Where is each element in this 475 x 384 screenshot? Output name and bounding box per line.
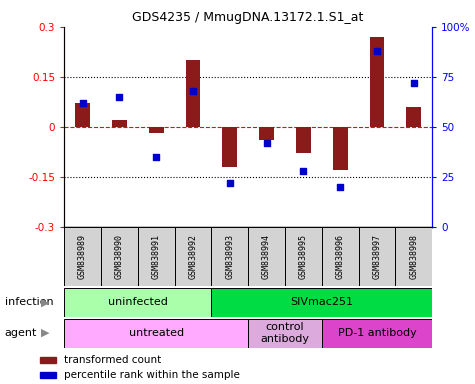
Text: agent: agent [5, 328, 37, 338]
Bar [175, 227, 211, 286]
Text: GSM838998: GSM838998 [409, 234, 418, 279]
Bar [370, 37, 384, 127]
Bar [222, 127, 237, 167]
Bar [296, 127, 311, 153]
Bar [259, 127, 274, 140]
Text: transformed count: transformed count [64, 355, 161, 365]
Point [152, 154, 160, 160]
Point [79, 100, 86, 106]
Text: infection: infection [5, 297, 53, 308]
Point [410, 80, 418, 86]
Bar [248, 319, 322, 348]
Bar [64, 227, 101, 286]
Point [189, 88, 197, 94]
Text: ▶: ▶ [41, 297, 49, 308]
Text: ▶: ▶ [41, 328, 49, 338]
Bar [211, 288, 432, 317]
Bar [248, 227, 285, 286]
Bar [40, 357, 56, 363]
Bar [359, 227, 395, 286]
Bar [112, 120, 127, 127]
Text: uninfected: uninfected [108, 297, 168, 308]
Bar [395, 227, 432, 286]
Bar [64, 319, 248, 348]
Text: GSM838993: GSM838993 [225, 234, 234, 279]
Point [336, 184, 344, 190]
Bar [40, 372, 56, 378]
Text: SIVmac251: SIVmac251 [290, 297, 353, 308]
Bar [322, 227, 359, 286]
Bar [333, 127, 348, 170]
Bar [75, 103, 90, 127]
Text: percentile rank within the sample: percentile rank within the sample [64, 370, 240, 380]
Bar [186, 60, 200, 127]
Point [373, 48, 381, 54]
Point [226, 180, 234, 186]
Text: GSM838996: GSM838996 [336, 234, 345, 279]
Point [300, 167, 307, 174]
Bar [211, 227, 248, 286]
Bar [64, 288, 211, 317]
Text: GSM838991: GSM838991 [152, 234, 161, 279]
Text: PD-1 antibody: PD-1 antibody [338, 328, 417, 338]
Bar [138, 227, 175, 286]
Text: GSM838990: GSM838990 [115, 234, 124, 279]
Text: GSM838989: GSM838989 [78, 234, 87, 279]
Bar [285, 227, 322, 286]
Point [115, 94, 123, 100]
Point [263, 140, 270, 146]
Bar [149, 127, 163, 133]
Bar [322, 319, 432, 348]
Text: GSM838995: GSM838995 [299, 234, 308, 279]
Bar [101, 227, 138, 286]
Text: untreated: untreated [129, 328, 184, 338]
Text: GSM838997: GSM838997 [372, 234, 381, 279]
Text: GSM838994: GSM838994 [262, 234, 271, 279]
Title: GDS4235 / MmugDNA.13172.1.S1_at: GDS4235 / MmugDNA.13172.1.S1_at [133, 11, 364, 24]
Bar [407, 107, 421, 127]
Text: GSM838992: GSM838992 [189, 234, 198, 279]
Text: control
antibody: control antibody [260, 322, 310, 344]
